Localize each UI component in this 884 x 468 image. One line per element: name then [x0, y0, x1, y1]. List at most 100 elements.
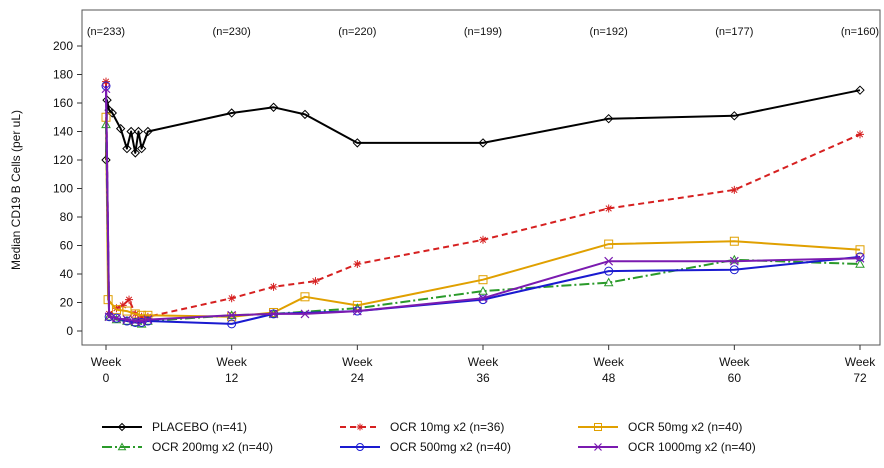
- legend-item: OCR 1000mg x2 (n=40): [576, 440, 756, 454]
- data-point: [856, 130, 864, 139]
- legend-label: PLACEBO (n=41): [152, 420, 248, 434]
- y-tick-label: 180: [53, 68, 73, 82]
- n-count-label: (n=230): [213, 26, 251, 38]
- y-tick-label: 0: [66, 324, 73, 338]
- series-0: [101, 85, 865, 165]
- series-2: [101, 112, 865, 322]
- data-point: [130, 148, 141, 158]
- data-point: [112, 313, 121, 323]
- data-point: [130, 316, 140, 326]
- legend-label: OCR 200mg x2 (n=40): [152, 440, 274, 454]
- data-point: [604, 266, 614, 276]
- data-point: [115, 123, 126, 134]
- data-point: [300, 109, 310, 120]
- data-point: [603, 277, 614, 287]
- legend-item: OCR 50mg x2 (n=40): [576, 420, 742, 434]
- data-point: [604, 204, 613, 213]
- n-count-label: (n=192): [590, 26, 628, 38]
- n-count-label: (n=233): [87, 26, 125, 38]
- x-tick-label: Week: [91, 355, 122, 369]
- data-point: [125, 295, 134, 304]
- data-point: [122, 143, 132, 154]
- data-point: [478, 293, 488, 303]
- legend-label: OCR 1000mg x2 (n=40): [628, 440, 756, 454]
- series-1: [102, 77, 864, 321]
- x-tick-label: Week: [719, 355, 750, 369]
- data-point: [729, 236, 739, 246]
- data-point: [143, 126, 153, 137]
- legend-swatch: [340, 443, 380, 451]
- data-point: [227, 319, 237, 329]
- legend-label: OCR 50mg x2 (n=40): [628, 420, 743, 434]
- data-point: [603, 113, 614, 124]
- data-point: [269, 309, 278, 319]
- x-tick-label: Week: [216, 355, 247, 369]
- legend-swatch: [340, 423, 380, 431]
- data-point: [479, 235, 487, 244]
- data-point: [111, 305, 121, 315]
- legend-swatch-marker: [594, 443, 602, 451]
- data-point: [352, 300, 362, 310]
- data-point: [133, 126, 144, 137]
- data-point: [126, 126, 136, 137]
- data-point: [269, 282, 278, 291]
- data-point: [300, 292, 310, 302]
- y-tick-label: 140: [53, 125, 73, 139]
- data-point: [855, 85, 865, 95]
- legend-label: OCR 10mg x2 (n=36): [390, 420, 505, 434]
- data-point: [855, 253, 865, 263]
- data-point: [478, 138, 488, 148]
- legend-swatch: [578, 443, 618, 451]
- x-tick-label: Week: [468, 355, 499, 369]
- y-axis-label-wrap: Median CD19 B Cells (per uL): [4, 40, 28, 340]
- data-point: [478, 286, 488, 295]
- series-line: [105, 89, 861, 161]
- legend: PLACEBO (n=41) OCR 10mg x2 (n=36) OCR 50mg…: [100, 420, 860, 464]
- data-point: [107, 108, 117, 118]
- y-tick-label: 40: [60, 267, 74, 281]
- data-point: [729, 265, 739, 275]
- x-tick-label: Week: [342, 355, 373, 369]
- data-point: [730, 185, 739, 194]
- data-point: [855, 258, 865, 268]
- legend-swatch: [578, 423, 618, 431]
- legend-swatch-marker: [356, 423, 364, 431]
- data-point: [300, 309, 310, 319]
- legend-item: OCR 10mg x2 (n=36): [338, 420, 504, 434]
- x-tick-label: 36: [476, 371, 490, 385]
- data-point: [729, 111, 740, 121]
- data-point: [311, 277, 320, 286]
- series-line: [105, 81, 861, 318]
- data-point: [227, 310, 237, 320]
- legend-swatch-marker: [594, 423, 602, 431]
- n-count-label: (n=220): [338, 26, 376, 38]
- data-point: [122, 315, 132, 325]
- data-point: [226, 108, 237, 118]
- data-point: [227, 294, 236, 303]
- data-point: [729, 256, 739, 266]
- y-tick-label: 60: [60, 239, 74, 253]
- x-tick-label: 60: [728, 371, 742, 385]
- x-tick-label: Week: [593, 355, 624, 369]
- x-tick-label: 48: [602, 371, 616, 385]
- y-tick-label: 20: [60, 296, 74, 310]
- y-tick-label: 100: [53, 182, 73, 196]
- x-tick-label: 72: [853, 371, 867, 385]
- series-4: [101, 81, 865, 329]
- x-tick-label: 24: [351, 371, 365, 385]
- data-point: [855, 245, 865, 255]
- data-point: [227, 312, 237, 322]
- data-point: [268, 102, 279, 112]
- data-point: [136, 143, 147, 154]
- series-5: [101, 84, 865, 326]
- legend-label: OCR 500mg x2 (n=40): [390, 440, 512, 454]
- y-tick-label: 80: [60, 210, 74, 224]
- data-point: [478, 275, 488, 285]
- data-point: [352, 138, 363, 148]
- x-tick-label: 0: [103, 371, 110, 385]
- n-count-label: (n=160): [841, 26, 879, 38]
- n-count-label: (n=177): [715, 26, 753, 38]
- data-point: [130, 317, 140, 327]
- legend-swatch: [102, 422, 142, 432]
